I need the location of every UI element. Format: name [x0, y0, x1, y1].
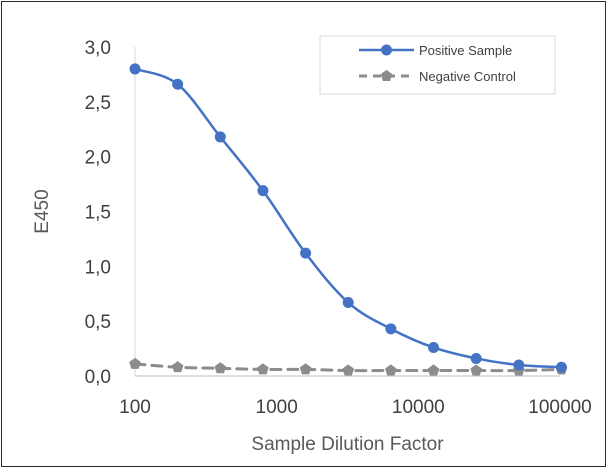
y-tick-label: 1,0	[85, 257, 111, 278]
legend-label-positive-sample: Positive Sample	[419, 43, 512, 58]
x-tick-label: 100	[119, 397, 151, 418]
data-point-negative-control	[470, 364, 482, 376]
legend-box	[319, 35, 556, 95]
y-tick-label: 2,5	[85, 93, 111, 114]
legend-items: Positive Sample Negative Control	[359, 43, 516, 84]
axes	[134, 47, 560, 377]
data-point-positive-sample	[513, 359, 525, 371]
data-point-negative-control	[427, 364, 440, 376]
legend-label-negative-control: Negative Control	[419, 69, 516, 84]
data-point-negative-control	[299, 363, 312, 375]
y-tick-label: 1,5	[85, 203, 111, 224]
data-point-negative-control	[129, 357, 141, 369]
data-point-positive-sample	[129, 63, 141, 75]
data-point-negative-control	[257, 363, 269, 375]
x-tick-label: 1000	[256, 397, 298, 418]
data-point-positive-sample	[257, 185, 269, 197]
series-line-positive-sample	[133, 67, 563, 369]
data-point-negative-control	[385, 364, 397, 376]
data-point-positive-sample	[470, 352, 482, 364]
legend-entry-positive-sample: Positive Sample	[359, 43, 512, 58]
y-axis-title: E450	[32, 189, 53, 233]
data-point-positive-sample	[555, 361, 567, 373]
x-axis-title: Sample Dilution Factor	[251, 434, 444, 455]
legend-marker-negative-control	[380, 69, 393, 81]
legend-marker-positive-sample	[381, 44, 392, 56]
legend-entry-negative-control: Negative Control	[359, 69, 516, 84]
data-point-positive-sample	[342, 297, 354, 309]
y-tick-label: 3,0	[85, 38, 111, 59]
y-tick-label: 0,0	[85, 367, 111, 388]
data-point-positive-sample	[172, 78, 184, 90]
data-point-negative-control	[342, 364, 355, 376]
x-tick-label: 10000	[392, 397, 445, 418]
series-negative-control	[129, 357, 568, 376]
y-tick-label: 2,0	[85, 148, 111, 169]
x-axis-ticks: 100 1000 10000 100000	[119, 397, 592, 418]
y-axis-ticks: 0,0 0,5 1,0 1,5 2,0 2,5 3,0	[85, 38, 111, 388]
series-layer	[129, 63, 568, 376]
data-point-positive-sample	[428, 341, 440, 353]
data-point-positive-sample	[214, 131, 226, 143]
data-point-positive-sample	[300, 247, 312, 259]
data-point-positive-sample	[385, 323, 397, 335]
y-tick-label: 0,5	[85, 312, 111, 333]
data-point-negative-control	[171, 361, 184, 373]
series-positive-sample	[129, 63, 567, 373]
legend: Positive Sample Negative Control	[319, 35, 556, 95]
x-tick-label: 100000	[528, 397, 591, 418]
data-point-negative-control	[214, 362, 227, 374]
